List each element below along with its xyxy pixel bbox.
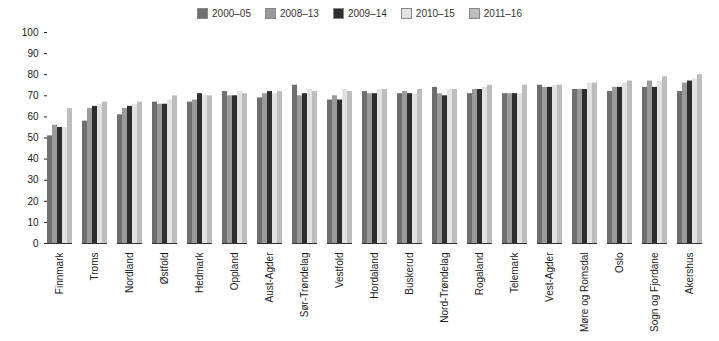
- html-text:2008–13: 2008–13: [280, 7, 319, 19]
- svg-text:Hordaland: Hordaland: [369, 253, 380, 299]
- svg-text:Troms: Troms: [89, 253, 100, 281]
- svg-text:Akershus: Akershus: [684, 253, 695, 295]
- svg-text:Hedmark: Hedmark: [194, 252, 205, 294]
- svg-text:Aust-Agder: Aust-Agder: [264, 252, 275, 303]
- svg-text:Finnmark: Finnmark: [54, 252, 65, 295]
- svg-text:Sør-Trøndelag: Sør-Trøndelag: [299, 253, 310, 318]
- html-text:2000–05: 2000–05: [212, 7, 251, 19]
- svg-text:10: 10: [27, 217, 39, 228]
- svg-text:70: 70: [27, 90, 39, 101]
- svg-text:90: 90: [27, 48, 39, 59]
- svg-text:80: 80: [27, 69, 39, 80]
- svg-text:Nord-Trøndelag: Nord-Trøndelag: [439, 253, 450, 323]
- html-text:2011–16: 2011–16: [483, 7, 522, 19]
- svg-text:Oslo: Oslo: [614, 252, 625, 273]
- svg-text:Telemark: Telemark: [509, 252, 520, 294]
- svg-text:100: 100: [22, 27, 39, 38]
- svg-text:Nordland: Nordland: [124, 253, 135, 294]
- svg-text:40: 40: [27, 153, 39, 164]
- svg-text:30: 30: [27, 174, 39, 185]
- svg-text:Møre og Romsdal: Møre og Romsdal: [579, 253, 590, 332]
- svg-text:Oppland: Oppland: [229, 253, 240, 291]
- svg-text:Buskerud: Buskerud: [404, 253, 415, 295]
- svg-text:50: 50: [27, 132, 39, 143]
- svg-text:Vest-Agder: Vest-Agder: [544, 252, 555, 302]
- svg-text:Sogn og Fjordane: Sogn og Fjordane: [649, 252, 660, 332]
- svg-text:0: 0: [33, 238, 39, 249]
- html-text:2009–14: 2009–14: [347, 7, 387, 19]
- svg-text:Vestfold: Vestfold: [334, 253, 345, 289]
- svg-text:Østfold: Østfold: [159, 253, 170, 285]
- svg-text:60: 60: [27, 111, 39, 122]
- svg-text:20: 20: [27, 196, 39, 207]
- svg-text:Rogaland: Rogaland: [474, 253, 485, 296]
- html-text:2010–15: 2010–15: [415, 7, 455, 19]
